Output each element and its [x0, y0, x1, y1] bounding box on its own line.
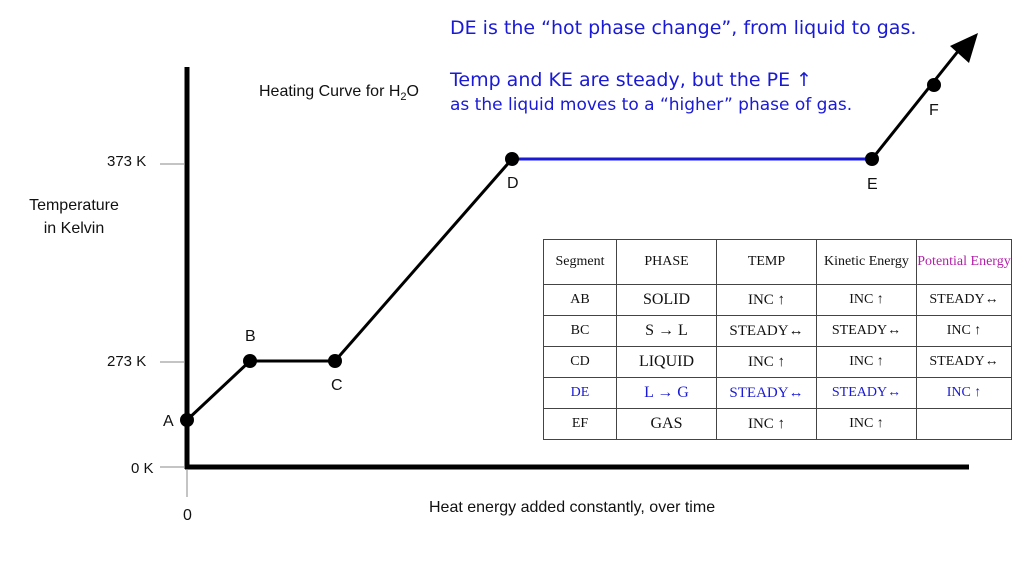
point-c-marker — [328, 354, 342, 368]
y-tick-label-373: 373 K — [107, 153, 147, 170]
table-cell-temp: INC ↑ — [716, 284, 817, 316]
table-cell-segment: AB — [543, 284, 617, 316]
table-cell-segment: BC — [543, 315, 617, 347]
table-header-potential-energy: Potential Energy — [916, 239, 1012, 285]
point-label-e: E — [867, 176, 878, 193]
point-f-marker — [927, 78, 941, 92]
table-cell-phase: LIQUID — [616, 346, 717, 378]
table-cell-segment: CD — [543, 346, 617, 378]
y-tick-label-0k: 0 K — [131, 460, 154, 477]
table-cell-segment: DE — [543, 377, 617, 409]
chart-title-end: O — [406, 83, 419, 100]
chart-title-main: Heating Curve for H — [259, 83, 401, 100]
table-cell-phase: GAS — [616, 408, 717, 440]
x-tick-label-origin: 0 — [183, 507, 192, 524]
annotation-line1: Temp and KE are steady, but the PE ↑ — [450, 69, 813, 91]
table-cell-phase: L → G — [616, 377, 717, 409]
table-cell-temp: STEADY↔ — [716, 315, 817, 347]
table-row: EF GAS INC ↑ INC ↑ — [543, 408, 1012, 440]
table-cell-pe: STEADY↔ — [916, 284, 1012, 316]
point-b-marker — [243, 354, 257, 368]
y-axis-label-line1: Temperature — [29, 197, 119, 214]
annotation-title: DE is the “hot phase change”, from liqui… — [450, 17, 917, 39]
segment-ef — [870, 44, 965, 160]
table-cell-pe: INC ↑ — [916, 315, 1012, 347]
table-cell-temp: INC ↑ — [716, 408, 817, 440]
table-header-row: Segment PHASE TEMP Kinetic Energy Potent… — [543, 239, 1012, 285]
table-header-phase: PHASE — [616, 239, 717, 285]
y-axis-label: Temperature in Kelvin — [14, 194, 134, 240]
table-cell-pe: STEADY↔ — [916, 346, 1012, 378]
table-cell-phase: S → L — [616, 315, 717, 347]
point-label-c: C — [331, 377, 343, 394]
table-cell-temp: STEADY↔ — [716, 377, 817, 409]
point-e-marker — [865, 152, 879, 166]
y-tick-label-273: 273 K — [107, 353, 147, 370]
point-label-b: B — [245, 328, 256, 345]
point-label-f: F — [929, 102, 939, 119]
table-header-temp: TEMP — [716, 239, 817, 285]
segment-ab — [185, 359, 252, 422]
x-axis-label: Heat energy added constantly, over time — [429, 499, 716, 516]
table-cell-ke: INC ↑ — [816, 284, 917, 316]
table-cell-phase: SOLID — [616, 284, 717, 316]
table-header-kinetic-energy: Kinetic Energy — [816, 239, 917, 285]
point-a-marker — [180, 413, 194, 427]
table-row: CD LIQUID INC ↑ INC ↑ STEADY↔ — [543, 346, 1012, 378]
y-axis-label-line2: in Kelvin — [43, 220, 105, 237]
point-label-d: D — [507, 175, 519, 192]
chart-title-subscript: 2 — [400, 91, 407, 104]
table-cell-pe: INC ↑ — [916, 377, 1012, 409]
segment-summary-table: Segment PHASE TEMP Kinetic Energy Potent… — [543, 239, 1012, 440]
table-cell-ke: STEADY↔ — [816, 377, 917, 409]
table-cell-segment: EF — [543, 408, 617, 440]
table-cell-ke: INC ↑ — [816, 408, 917, 440]
point-d-marker — [505, 152, 519, 166]
chart-title: Heating Curve for H2O — [259, 83, 419, 103]
table-header-segment: Segment — [543, 239, 617, 285]
table-row: BC S → L STEADY↔ STEADY↔ INC ↑ — [543, 315, 1012, 347]
table-row: AB SOLID INC ↑ INC ↑ STEADY↔ — [543, 284, 1012, 316]
table-cell-ke: STEADY↔ — [816, 315, 917, 347]
table-cell-temp: INC ↑ — [716, 346, 817, 378]
table-cell-pe — [916, 408, 1012, 440]
annotation-line2: as the liquid moves to a “higher” phase … — [450, 95, 853, 115]
segment-cd — [333, 158, 514, 362]
arrowhead-icon — [950, 33, 978, 63]
table-cell-ke: INC ↑ — [816, 346, 917, 378]
table-row-highlighted: DE L → G STEADY↔ STEADY↔ INC ↑ — [543, 377, 1012, 409]
point-label-a: A — [163, 413, 174, 430]
